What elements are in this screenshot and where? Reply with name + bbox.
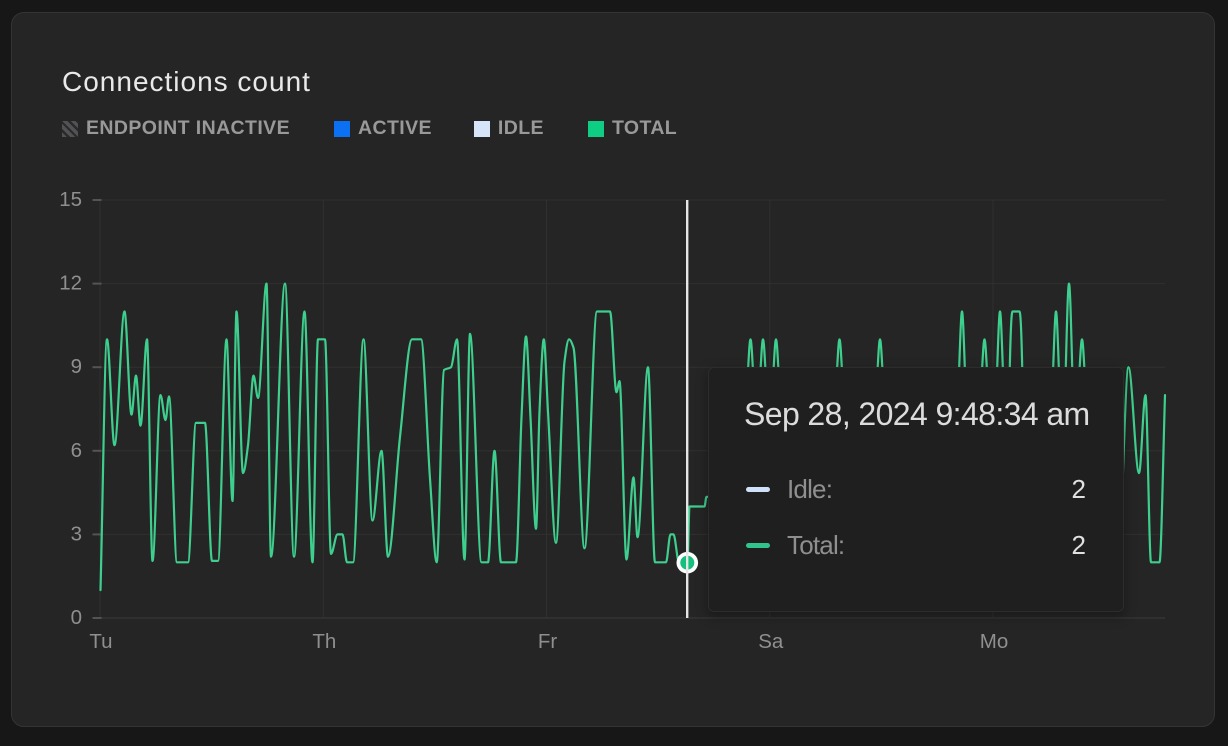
svg-text:Sa: Sa [758, 630, 784, 653]
svg-text:Tu: Tu [89, 630, 112, 653]
svg-text:0: 0 [71, 606, 82, 629]
svg-text:9: 9 [71, 355, 82, 378]
svg-text:Mo: Mo [980, 630, 1008, 653]
svg-text:6: 6 [71, 439, 82, 462]
svg-text:Th: Th [312, 630, 336, 653]
svg-text:3: 3 [71, 522, 82, 545]
svg-text:15: 15 [59, 188, 82, 211]
svg-text:Fr: Fr [538, 630, 558, 653]
svg-text:12: 12 [59, 272, 82, 295]
